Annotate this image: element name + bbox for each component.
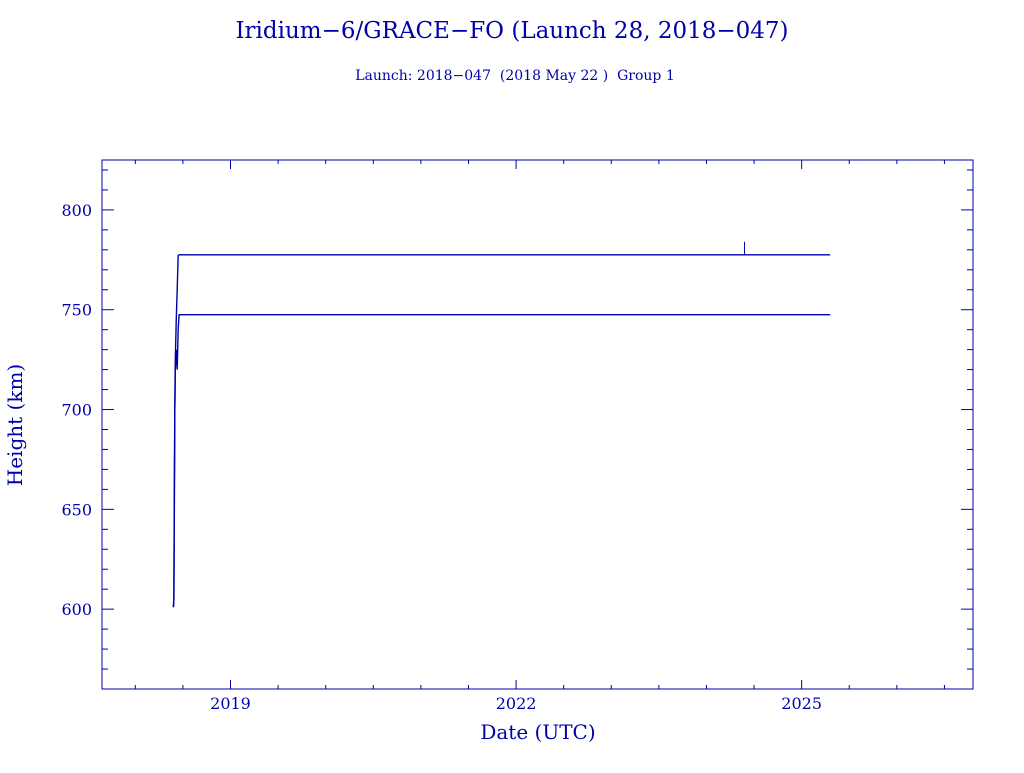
x-axis-label: Date (UTC) <box>480 720 595 744</box>
y-tick-label: 650 <box>61 500 92 519</box>
x-axis: 2019 2022 2025 <box>134 160 945 713</box>
chart-subtitle: Launch: 2018−047 (2018 May 22 ) Group 1 <box>355 68 675 84</box>
chart-title: Iridium−6/GRACE−FO (Launch 28, 2018−047) <box>235 18 788 44</box>
y-axis: 600 650 700 750 800 <box>61 169 973 690</box>
series-line-2 <box>172 314 831 608</box>
x-tick-label: 2019 <box>210 694 251 713</box>
x-tick-label: 2025 <box>781 694 822 713</box>
y-tick-label: 700 <box>61 401 92 420</box>
y-tick-label: 750 <box>61 301 92 320</box>
y-tick-label: 600 <box>61 600 92 619</box>
series-line-1 <box>172 254 831 608</box>
plot-frame <box>101 159 974 690</box>
y-axis-label: Height (km) <box>3 364 27 486</box>
series-layer <box>172 241 831 608</box>
y-tick-label: 800 <box>61 201 92 220</box>
x-tick-label: 2022 <box>496 694 537 713</box>
